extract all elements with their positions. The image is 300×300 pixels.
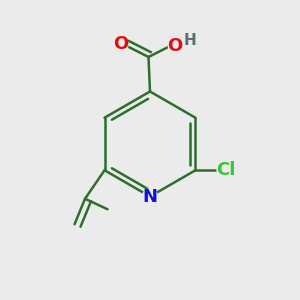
Text: O: O (114, 35, 129, 53)
Circle shape (217, 162, 234, 179)
Text: Cl: Cl (216, 161, 235, 179)
Circle shape (114, 38, 128, 51)
Text: H: H (183, 33, 196, 48)
Text: O: O (168, 37, 183, 55)
Text: N: N (142, 188, 158, 206)
Circle shape (142, 189, 158, 204)
Circle shape (168, 39, 182, 52)
